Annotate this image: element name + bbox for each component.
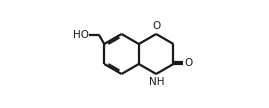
Text: O: O: [152, 21, 160, 31]
Text: NH: NH: [149, 77, 164, 87]
Text: HO: HO: [73, 30, 89, 40]
Text: O: O: [184, 58, 192, 68]
